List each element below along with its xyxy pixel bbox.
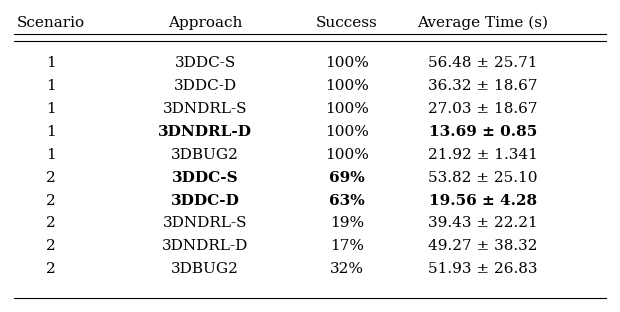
Text: 49.27 ± 38.32: 49.27 ± 38.32: [428, 239, 538, 253]
Text: 1: 1: [46, 148, 56, 162]
Text: 3DNDRL-D: 3DNDRL-D: [162, 239, 248, 253]
Text: 1: 1: [46, 79, 56, 93]
Text: 3DDC-D: 3DDC-D: [170, 193, 239, 207]
Text: 17%: 17%: [330, 239, 364, 253]
Text: 3DDC-S: 3DDC-S: [172, 171, 238, 185]
Text: 69%: 69%: [329, 171, 365, 185]
Text: 32%: 32%: [330, 262, 364, 276]
Text: 39.43 ± 22.21: 39.43 ± 22.21: [428, 217, 538, 230]
Text: 63%: 63%: [329, 193, 365, 207]
Text: 1: 1: [46, 102, 56, 116]
Text: Success: Success: [316, 16, 378, 30]
Text: 19.56 ± 4.28: 19.56 ± 4.28: [429, 193, 537, 207]
Text: 3DBUG2: 3DBUG2: [171, 262, 239, 276]
Text: 2: 2: [46, 239, 56, 253]
Text: Scenario: Scenario: [17, 16, 85, 30]
Text: 3DNDRL-S: 3DNDRL-S: [163, 102, 247, 116]
Text: 2: 2: [46, 193, 56, 207]
Text: 2: 2: [46, 171, 56, 185]
Text: 3DNDRL-D: 3DNDRL-D: [158, 125, 252, 139]
Text: 100%: 100%: [325, 102, 369, 116]
Text: 27.03 ± 18.67: 27.03 ± 18.67: [428, 102, 538, 116]
Text: 3DNDRL-S: 3DNDRL-S: [163, 217, 247, 230]
Text: 100%: 100%: [325, 79, 369, 93]
Text: 3DBUG2: 3DBUG2: [171, 148, 239, 162]
Text: 13.69 ± 0.85: 13.69 ± 0.85: [428, 125, 537, 139]
Text: 56.48 ± 25.71: 56.48 ± 25.71: [428, 56, 538, 70]
Text: 51.93 ± 26.83: 51.93 ± 26.83: [428, 262, 538, 276]
Text: 3DDC-D: 3DDC-D: [174, 79, 237, 93]
Text: 100%: 100%: [325, 56, 369, 70]
Text: Approach: Approach: [168, 16, 242, 30]
Text: 1: 1: [46, 125, 56, 139]
Text: 100%: 100%: [325, 125, 369, 139]
Text: Average Time (s): Average Time (s): [417, 16, 548, 30]
Text: 2: 2: [46, 217, 56, 230]
Text: 100%: 100%: [325, 148, 369, 162]
Text: 19%: 19%: [330, 217, 364, 230]
Text: 53.82 ± 25.10: 53.82 ± 25.10: [428, 171, 538, 185]
Text: 3DDC-S: 3DDC-S: [174, 56, 236, 70]
Text: 21.92 ± 1.341: 21.92 ± 1.341: [428, 148, 538, 162]
Text: 1: 1: [46, 56, 56, 70]
Text: 36.32 ± 18.67: 36.32 ± 18.67: [428, 79, 538, 93]
Text: 2: 2: [46, 262, 56, 276]
